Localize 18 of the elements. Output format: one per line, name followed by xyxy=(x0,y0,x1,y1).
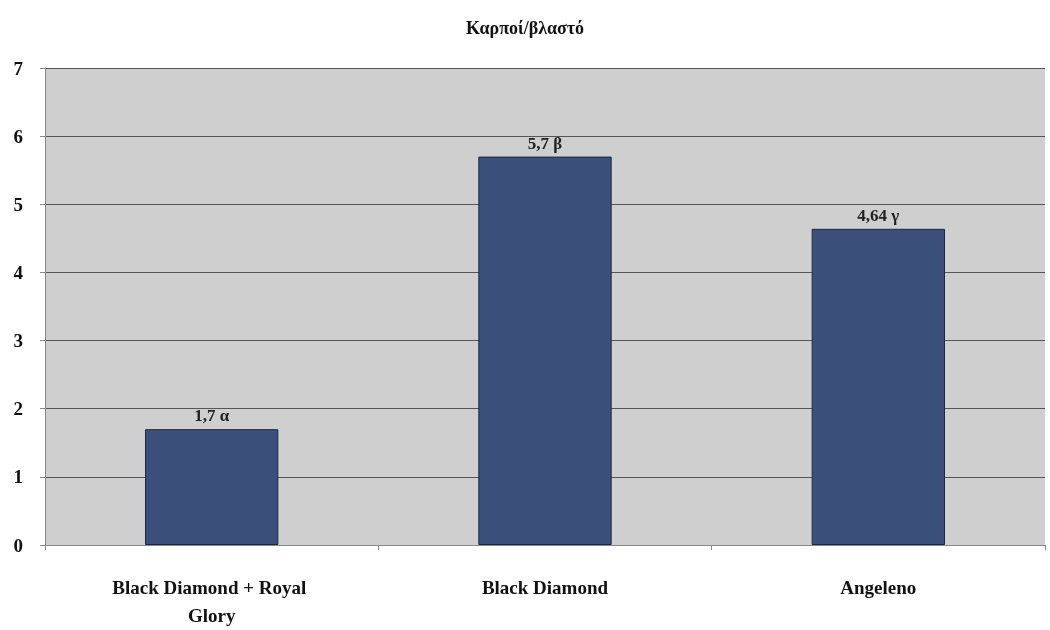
y-tick-label: 5 xyxy=(13,193,23,215)
y-tick-label: 0 xyxy=(13,534,23,556)
x-tick-label: Black Diamond + Royal Glory xyxy=(112,576,312,626)
y-tick-label: 3 xyxy=(13,330,23,352)
data-label: 4,64 γ xyxy=(857,205,900,225)
y-tick-label: 6 xyxy=(13,125,23,147)
data-label: 5,7 β xyxy=(527,133,563,153)
chart-title: Καρποί/βλαστό xyxy=(465,18,585,38)
x-tick-label: Angeleno xyxy=(840,576,917,598)
y-tick-label: 4 xyxy=(13,261,24,283)
y-tick-label: 2 xyxy=(13,398,23,420)
y-tick-label: 7 xyxy=(13,57,24,79)
y-tick-label: 1 xyxy=(13,466,23,488)
bar xyxy=(478,156,612,545)
bar xyxy=(145,429,279,545)
data-label: 1,7 α xyxy=(194,406,230,426)
x-tick-label: Black Diamond xyxy=(481,576,609,598)
bar xyxy=(811,228,945,545)
